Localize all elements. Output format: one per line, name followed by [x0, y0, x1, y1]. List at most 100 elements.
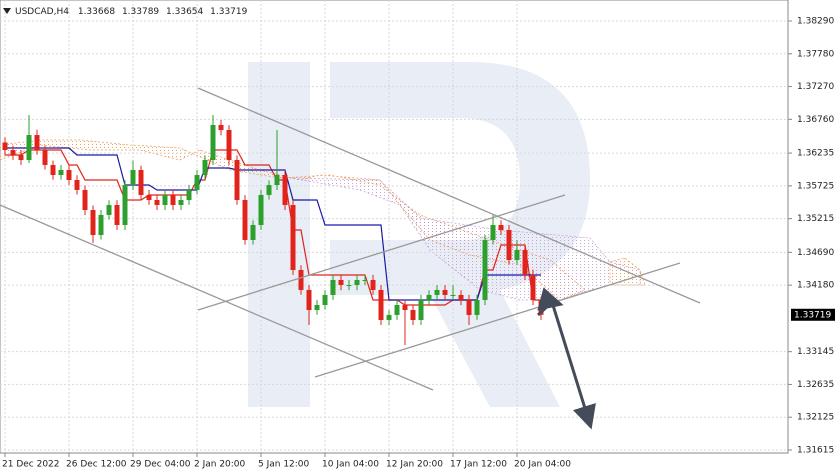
candle-body [410, 310, 416, 320]
candle-body [210, 124, 216, 161]
candle-body [114, 205, 120, 225]
candle-body [282, 174, 288, 206]
candle-body [490, 224, 496, 240]
indicator-lines [5, 147, 541, 306]
candle-body [450, 294, 456, 296]
indicator-line [5, 149, 541, 306]
candle-body [50, 164, 56, 175]
y-tick-label: 1.37780 [797, 49, 834, 59]
candle-body [82, 189, 88, 211]
symbol: USDCAD,H4 [15, 7, 69, 17]
candle-body [434, 289, 440, 295]
axes: 1.38290 1.37780 1.37270 1.36760 1.36235 1.357… [2, 17, 835, 470]
candle-body [58, 169, 64, 175]
candle-body [34, 135, 40, 150]
candle-body [146, 194, 152, 200]
high-value: 1.33789 [122, 7, 159, 17]
low-value: 1.33654 [166, 7, 203, 17]
candles [2, 114, 544, 345]
y-tick-label: 1.33145 [797, 347, 834, 357]
candle-body [250, 224, 256, 240]
candle-body [522, 249, 528, 275]
candle-body [138, 169, 144, 195]
candle-body [122, 185, 128, 225]
candle-body [346, 285, 352, 287]
candle-body [418, 299, 424, 320]
candle-body [186, 189, 192, 200]
candle-body [530, 274, 536, 300]
y-tick-label: 1.37270 [797, 82, 834, 92]
last-price-label: 1.33719 [794, 310, 831, 320]
candle-body [466, 299, 472, 315]
dropdown-icon[interactable] [3, 8, 11, 14]
trend-lines [0, 87, 701, 391]
candle-body [18, 155, 24, 161]
candle-body [234, 160, 240, 200]
candle-body [442, 289, 448, 295]
y-tick-label: 1.31615 [797, 445, 834, 455]
open-value: 1.33668 [78, 7, 115, 17]
candle-body [226, 130, 232, 161]
candle-body [194, 174, 200, 190]
candle-body [42, 149, 48, 165]
candle-body [218, 124, 224, 131]
candle-body [26, 135, 32, 161]
candle-body [330, 280, 336, 295]
candle-body [314, 304, 320, 311]
candle-body [402, 304, 408, 311]
last-price-box [791, 308, 835, 321]
watermark [248, 62, 590, 407]
y-tick-label: 1.32635 [797, 380, 834, 390]
candle-body [274, 174, 280, 186]
candle-body [322, 294, 328, 305]
y-tick-label: 1.34690 [797, 248, 834, 258]
header: USDCAD,H4 1.33668 1.33789 1.33654 1.3371… [3, 7, 248, 17]
candle-body [154, 199, 160, 206]
candle-body [162, 194, 168, 206]
x-tick-label: 29 Dec 04:00 [130, 460, 191, 470]
candle-body [242, 199, 248, 240]
candle-body [394, 304, 400, 315]
y-tick-label: 1.38290 [797, 17, 834, 27]
candle-body [458, 294, 464, 300]
x-tick-label: 20 Jan 04:00 [514, 460, 571, 470]
x-tick-label: 5 Jan 12:00 [258, 460, 310, 470]
candle-body [354, 280, 360, 286]
candle-body [338, 280, 344, 286]
close-value: 1.33719 [210, 7, 247, 17]
y-tick-label: 1.36760 [797, 115, 834, 125]
candle-body [106, 205, 112, 215]
y-tick-label: 1.34180 [797, 281, 834, 291]
candle-body [474, 299, 480, 315]
y-tick-label: 1.35215 [797, 214, 834, 224]
x-tick-label: 26 Dec 12:00 [66, 460, 127, 470]
y-tick-label: 1.35725 [797, 181, 834, 191]
candle-body [266, 185, 272, 195]
candle-body [170, 194, 176, 206]
x-tick-label: 21 Dec 2022 [2, 460, 60, 470]
candle-body [498, 224, 504, 231]
x-tick-label: 17 Jan 12:00 [450, 460, 507, 470]
candle-body [74, 180, 80, 190]
candle-body [306, 289, 312, 311]
candle-body [290, 205, 296, 270]
candle-body [482, 239, 488, 300]
candle-body [298, 269, 304, 290]
candle-body [2, 142, 8, 150]
candle-body [202, 160, 208, 175]
header-text: USDCAD,H4 1.33668 1.33789 1.33654 1.3371… [15, 7, 248, 17]
candle-body [378, 289, 384, 320]
candle-body [66, 169, 72, 181]
candle-body [514, 249, 520, 261]
candle-body [258, 194, 264, 225]
candle-body [426, 294, 432, 300]
indicator-line [5, 147, 541, 301]
candle-body [370, 280, 376, 290]
y-tick-label: 1.32125 [797, 413, 834, 423]
x-tick-label: 2 Jan 20:00 [194, 460, 246, 470]
y-tick-label: 1.36235 [797, 149, 834, 159]
candle-body [178, 199, 184, 206]
x-tick-label: 12 Jan 20:00 [386, 460, 443, 470]
